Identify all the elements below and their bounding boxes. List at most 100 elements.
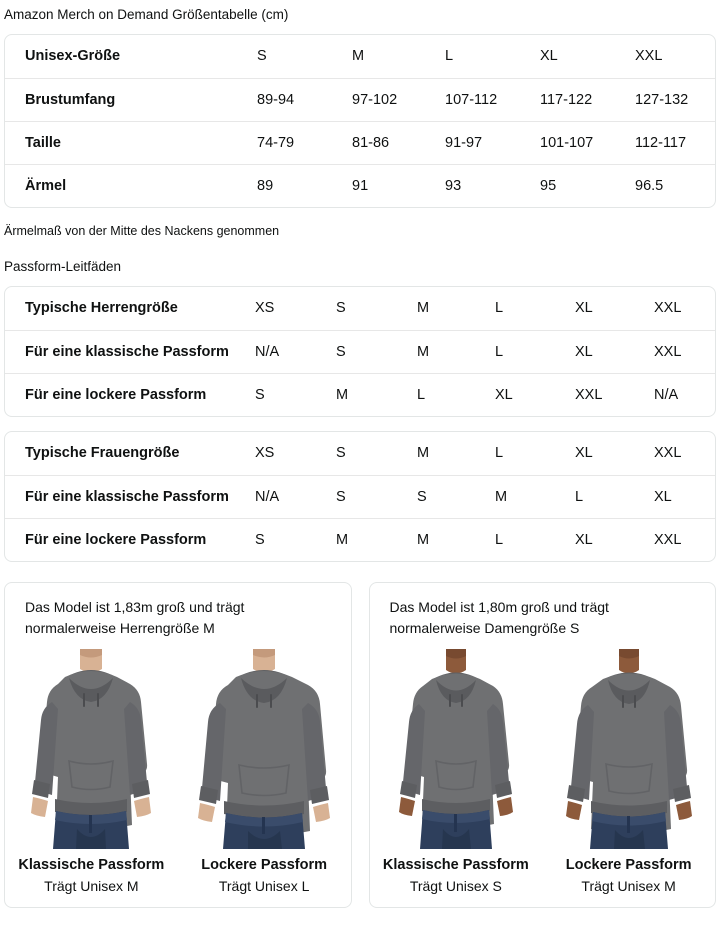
female-relaxed-fit-name: Lockere Passform [565, 857, 692, 873]
row-label-sleeve: Ärmel [5, 163, 257, 207]
womens-typical-s: S [336, 445, 346, 462]
womens-classic-5: XL [654, 474, 715, 518]
measurement-table: Unisex-Größe S M L XL XXL Brustumfang 89… [5, 35, 715, 207]
mens-relaxed-4: XXL [575, 372, 654, 416]
mens-typical-s: S [336, 300, 346, 317]
womens-typical-xl: XL [575, 445, 593, 462]
waist-xl: 101-107 [540, 120, 635, 164]
measurement-header-label: Unisex-Größe [25, 48, 121, 65]
female-classic-fit-photo [382, 649, 530, 849]
mens-classic-fit-label: Für eine klassische Passform [5, 329, 255, 373]
row-label-waist: Taille [5, 120, 257, 164]
chest-m: 97-102 [352, 77, 445, 121]
waist-s: 74-79 [257, 120, 352, 164]
male-classic-fit-name: Klassische Passform [18, 857, 165, 873]
table-row: Typische Herrengröße XS S M L XL XXL [5, 287, 715, 330]
male-relaxed-fit-photo [190, 649, 338, 849]
measurement-header-size-xl: XL [540, 48, 558, 65]
female-model-photo-row [370, 649, 716, 849]
mens-typical-xxl: XXL [654, 300, 682, 317]
womens-classic-2: S [417, 474, 495, 518]
womens-fit-table: Typische Frauengröße XS S M L XL XXL Für… [5, 432, 715, 561]
table-row: Ärmel 89 91 93 95 96.5 [5, 163, 715, 207]
mens-classic-2: M [417, 329, 495, 373]
womens-fit-header-label: Typische Frauengröße [25, 445, 180, 462]
male-model-description: Das Model ist 1,83m groß und trägt norma… [25, 599, 245, 636]
female-classic-caption: Klassische Passform Trägt Unisex S [370, 855, 543, 897]
womens-relaxed-5: XXL [654, 517, 715, 561]
female-relaxed-fit-hoodie-icon [555, 649, 703, 849]
mens-relaxed-fit-label: Für eine lockere Passform [5, 372, 255, 416]
womens-typical-l: L [495, 445, 504, 462]
mens-relaxed-2: L [417, 372, 495, 416]
model-cards-container: Das Model ist 1,83m groß und trägt norma… [0, 582, 720, 908]
mens-fit-table: Typische Herrengröße XS S M L XL XXL Für… [5, 287, 715, 416]
womens-typical-m: M [417, 445, 430, 462]
female-classic-fit-name: Klassische Passform [382, 857, 529, 873]
page-title: Amazon Merch on Demand Größentabelle (cm… [4, 7, 289, 22]
mens-classic-3: L [495, 329, 575, 373]
mens-relaxed-3: XL [495, 372, 575, 416]
womens-relaxed-2: M [417, 517, 495, 561]
womens-relaxed-fit-label: Für eine lockere Passform [5, 517, 255, 561]
male-classic-caption: Klassische Passform Trägt Unisex M [5, 855, 178, 897]
female-classic-fit-size: Trägt Unisex S [409, 878, 502, 894]
womens-classic-3: M [495, 474, 575, 518]
womens-typical-xs: XS [255, 445, 275, 462]
sleeve-xl: 95 [540, 163, 635, 207]
mens-relaxed-5: N/A [654, 372, 715, 416]
womens-classic-4: L [575, 474, 654, 518]
sleeve-m: 91 [352, 163, 445, 207]
male-relaxed-fit-name: Lockere Passform [201, 857, 327, 873]
fit-guides-label: Passform-Leitfäden [4, 259, 122, 274]
mens-classic-0: N/A [255, 329, 336, 373]
table-row: Unisex-Größe S M L XL XXL [5, 35, 715, 78]
male-classic-fit-size: Trägt Unisex M [44, 878, 139, 894]
mens-fit-table-card: Typische Herrengröße XS S M L XL XXL Für… [4, 286, 716, 417]
mens-relaxed-0: S [255, 372, 336, 416]
female-relaxed-caption: Lockere Passform Trägt Unisex M [542, 855, 715, 897]
waist-xxl: 112-117 [635, 120, 715, 164]
table-row: Brustumfang 89-94 97-102 107-112 117-122… [5, 77, 715, 121]
male-relaxed-fit-size: Trägt Unisex L [218, 878, 310, 894]
chest-s: 89-94 [257, 77, 352, 121]
womens-typical-xxl: XXL [654, 445, 682, 462]
waist-l: 91-97 [445, 120, 540, 164]
mens-fit-header-label: Typische Herrengröße [25, 300, 178, 317]
womens-classic-1: S [336, 474, 417, 518]
mens-typical-l: L [495, 300, 504, 317]
male-classic-fit-photo [17, 649, 165, 849]
measurement-header-size-l: L [445, 48, 454, 65]
female-relaxed-fit-photo [555, 649, 703, 849]
mens-classic-1: S [336, 329, 417, 373]
table-row: Taille 74-79 81-86 91-97 101-107 112-117 [5, 120, 715, 164]
male-caption-row: Klassische Passform Trägt Unisex M Locke… [5, 855, 351, 897]
chest-l: 107-112 [445, 77, 540, 121]
male-relaxed-caption: Lockere Passform Trägt Unisex L [178, 855, 351, 897]
womens-relaxed-4: XL [575, 517, 654, 561]
mens-classic-4: XL [575, 329, 654, 373]
sleeve-s: 89 [257, 163, 352, 207]
male-relaxed-fit-hoodie-icon [190, 649, 338, 849]
measurement-header-size-xxl: XXL [635, 48, 663, 65]
measurement-header-size-m: M [352, 48, 365, 65]
womens-fit-table-card: Typische Frauengröße XS S M L XL XXL Für… [4, 431, 716, 562]
womens-relaxed-1: M [336, 517, 417, 561]
womens-relaxed-0: S [255, 517, 336, 561]
table-row: Typische Frauengröße XS S M L XL XXL [5, 432, 715, 475]
measurement-header-size-s: S [257, 48, 267, 65]
female-classic-fit-hoodie-icon [382, 649, 530, 849]
male-model-card: Das Model ist 1,83m groß und trägt norma… [4, 582, 352, 908]
sleeve-l: 93 [445, 163, 540, 207]
waist-m: 81-86 [352, 120, 445, 164]
mens-typical-m: M [417, 300, 430, 317]
womens-classic-0: N/A [255, 474, 336, 518]
female-model-description: Das Model ist 1,80m groß und trägt norma… [389, 599, 609, 636]
male-classic-fit-hoodie-icon [17, 649, 165, 849]
table-row: Für eine klassische Passform N/A S M L X… [5, 329, 715, 373]
measurement-table-card: Unisex-Größe S M L XL XXL Brustumfang 89… [4, 34, 716, 208]
male-model-photo-row [5, 649, 351, 849]
table-row: Für eine klassische Passform N/A S S M L… [5, 474, 715, 518]
sleeve-xxl: 96.5 [635, 163, 715, 207]
female-caption-row: Klassische Passform Trägt Unisex S Locke… [370, 855, 716, 897]
